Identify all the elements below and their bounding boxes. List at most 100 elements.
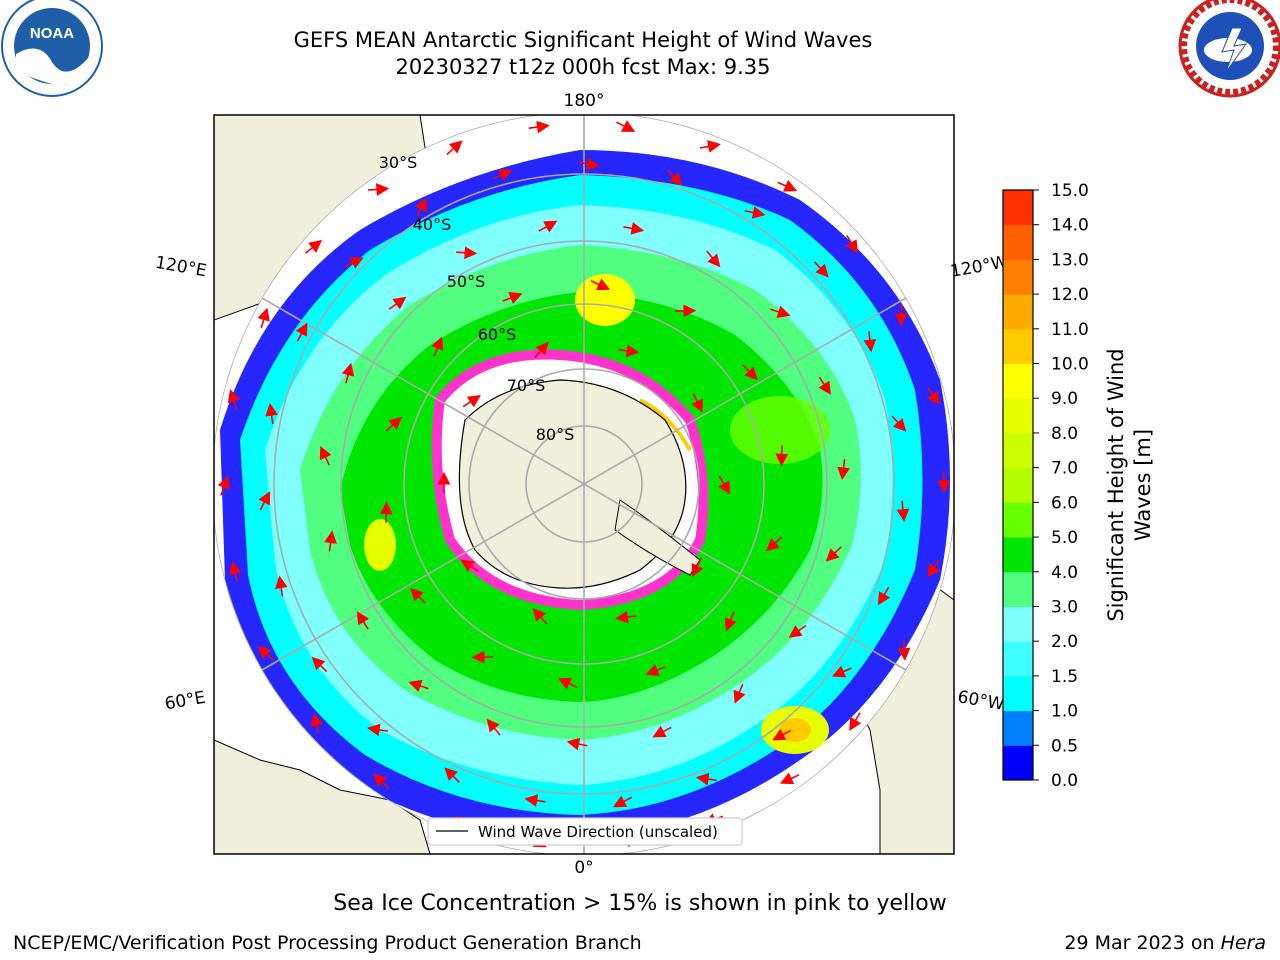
wind-wave-arrow [557,677,578,690]
wind-wave-arrow [863,331,877,353]
wind-wave-arrow [895,305,908,327]
wind-wave-arrow [896,500,910,522]
colorbar-tick-label: 8.0 [1051,424,1078,444]
wind-wave-arrow [305,239,323,254]
wind-wave-arrow [319,445,332,466]
lon-label-180: 180° [564,91,605,111]
wind-wave-arrow [652,725,672,738]
wind-wave-arrow [446,140,463,156]
colorbar-tick-label: 5.0 [1051,528,1078,548]
wind-wave-arrow [578,157,600,171]
wind-wave-arrow [645,664,666,676]
wind-wave-arrow [897,639,911,661]
wind-wave-arrow [344,257,364,269]
colorbar-segment [1003,294,1033,330]
colorbar-tick-label: 3.0 [1051,597,1078,617]
colorbar-segment [1003,363,1033,399]
footer-left: NCEP/EMC/Verification Post Processing Pr… [13,932,642,954]
map-legend: Wind Wave Direction (unscaled) [427,817,743,846]
wind-wave-arrow [311,656,328,673]
colorbar-tick-label: 11.0 [1051,320,1089,340]
wind-wave-arrow [927,387,940,405]
wind-wave-arrow [779,772,800,785]
wind-wave-arrow [691,557,704,578]
wind-wave-arrow [460,559,479,572]
wind-wave-arrow [744,206,766,219]
wind-wave-arrow [891,415,907,432]
colorbar-segment [1003,467,1033,503]
graticule [214,115,954,854]
wind-wave-arrow [615,610,637,624]
wind-wave-arrow [772,728,792,741]
wind-wave-arrow [733,683,746,704]
footer-machine: Hera [1220,932,1266,954]
wind-wave-arrow [706,250,721,268]
colorbar-segment [1003,190,1033,226]
wind-wave-arrow [667,169,683,186]
lat-label-30s: 30°S [379,153,418,172]
wind-wave-arrow [217,475,230,496]
colorbar-tick-label: 13.0 [1051,250,1089,270]
wind-wave-arrow [837,459,850,481]
wind-wave-arrow [831,665,852,678]
colorbar-tick-label: 0.0 [1051,771,1078,791]
wind-wave-arrow [408,679,429,692]
colorbar-segment [1003,745,1033,781]
colorbar-segment [1003,328,1033,365]
map-area: 30°S 40°S 50°S 60°S 70°S 80°S Wind Wave … [214,115,954,854]
wind-wave-arrow [534,341,549,359]
colorbar-segment [1003,606,1033,642]
colorbar-frame [1002,189,1034,781]
footer-right: 29 Mar 2023 on Hera [1064,932,1266,954]
lon-label-60w: 60°W [956,687,1006,715]
sea-ice-note: Sea Ice Concentration > 15% is shown in … [333,891,947,916]
wind-wave-arrow [356,611,370,630]
wind-wave-arrow [775,445,789,467]
wind-wave-arrow [341,362,355,384]
wind-wave-arrow [229,561,242,582]
wind-wave-arrow [324,530,337,552]
lon-label-120w: 120°W [949,252,1010,282]
map-title: GEFS MEAN Antarctic Significant Height o… [293,28,873,52]
lat-label-60s: 60°S [478,325,517,344]
wind-wave-arrow [388,296,407,310]
wind-wave-arrow [765,536,783,552]
wind-wave-arrow [524,794,546,807]
lat-label-80s: 80°S [536,425,575,444]
wind-wave-arrow [227,389,241,410]
colorbar-tick-label: 9.0 [1051,389,1078,409]
wind-wave-arrow [456,246,478,260]
footer-date: 29 Mar 2023 on [1064,932,1221,954]
noaa-logo: NOAA [1,0,103,97]
colorbar-tick-label: 14.0 [1051,216,1089,236]
wind-wave-arrow [538,220,558,233]
wind-wave-arrow [691,393,703,413]
wind-wave-arrow [310,712,323,734]
wind-wave-arrow [502,292,523,304]
lat-label-40s: 40°S [413,215,452,234]
wind-wave-arrow [444,767,460,783]
wind-wave-arrow [623,222,645,235]
map-frame [213,114,955,855]
wind-wave-arrow [295,322,308,342]
colorbar-tick-label: 10.0 [1051,355,1089,375]
wind-wave-arrow [590,278,611,291]
map-subtitle: 20230327 t12z 000h fcst Max: 9.35 [395,55,771,79]
wind-wave-arrow [368,183,390,196]
wind-wave-arrow [258,491,271,511]
wind-wave-arrow [532,607,548,625]
wind-wave-arrow [431,336,444,357]
colorbar-tick-label: 0.5 [1051,736,1078,756]
colorbar-tick-label: 6.0 [1051,493,1078,513]
colorbar-segment [1003,432,1033,469]
wind-wave-arrow [695,772,717,786]
wind-wave-arrow [813,261,829,278]
colorbar-label-line2: Waves [m] [1131,429,1155,541]
colorbar-segment [1003,224,1033,260]
wind-wave-arrow [492,169,513,181]
colorbar-segment [1003,398,1033,434]
wind-wave-arrow [366,723,389,737]
wind-wave-arrow [486,718,501,736]
wind-wave-arrow [818,376,831,395]
